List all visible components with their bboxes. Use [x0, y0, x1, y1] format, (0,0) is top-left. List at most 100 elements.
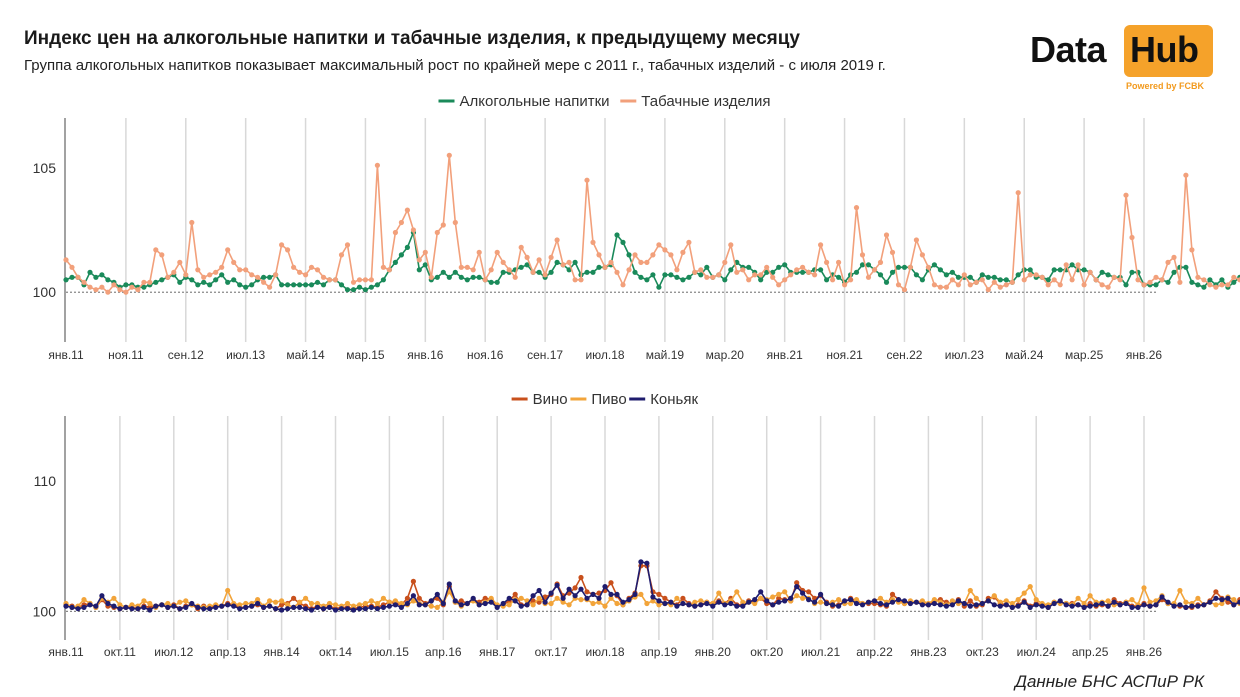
data-point — [626, 597, 632, 603]
data-point — [386, 603, 392, 609]
data-point — [674, 595, 680, 601]
data-point — [997, 603, 1003, 609]
data-point — [1033, 602, 1039, 608]
data-point — [764, 598, 770, 604]
data-point — [201, 606, 207, 612]
data-point — [734, 589, 740, 595]
data-point — [1195, 603, 1201, 609]
data-point — [63, 277, 69, 283]
data-point — [758, 589, 764, 595]
data-point — [165, 604, 171, 611]
data-point — [530, 602, 536, 608]
x-tick-label: окт.14 — [319, 645, 352, 659]
data-point — [848, 277, 854, 283]
x-tick-label: окт.11 — [104, 645, 136, 659]
data-point — [392, 602, 398, 608]
data-point — [548, 590, 554, 596]
data-point — [656, 284, 662, 290]
data-point — [560, 595, 566, 601]
data-point — [991, 274, 997, 280]
data-point — [488, 599, 494, 605]
data-point — [632, 591, 638, 598]
data-point — [1015, 190, 1021, 196]
data-point — [722, 277, 728, 283]
data-point — [303, 272, 309, 278]
data-point — [1213, 284, 1219, 290]
data-point — [913, 599, 920, 605]
data-point — [746, 599, 752, 605]
data-point — [1129, 597, 1135, 603]
data-point — [740, 603, 746, 609]
data-point — [596, 595, 602, 601]
data-point — [889, 249, 896, 255]
data-point — [698, 598, 704, 604]
data-point — [644, 560, 650, 566]
y-tick-label: 110 — [34, 473, 57, 489]
data-point — [1225, 282, 1231, 288]
data-point — [1231, 279, 1237, 285]
data-point — [554, 237, 560, 243]
data-point — [830, 602, 836, 608]
data-point — [177, 599, 183, 605]
data-point — [231, 259, 237, 265]
data-point — [434, 604, 440, 611]
data-point — [925, 602, 932, 608]
series-line — [65, 231, 1240, 291]
data-point — [380, 264, 386, 270]
data-point — [931, 262, 938, 268]
data-point — [350, 603, 357, 609]
data-point — [1213, 602, 1219, 608]
data-point — [578, 597, 584, 603]
data-point — [680, 277, 686, 283]
data-point — [338, 252, 345, 258]
data-point — [698, 272, 704, 278]
data-point — [919, 602, 926, 608]
data-point — [925, 264, 932, 270]
data-point — [117, 287, 123, 293]
data-point — [111, 595, 117, 601]
data-point — [243, 600, 249, 607]
data-point — [853, 597, 860, 603]
data-point — [752, 597, 758, 603]
logo-hub-text: Hub — [1130, 29, 1199, 70]
y-tick-label: 100 — [33, 284, 57, 300]
data-point — [308, 264, 315, 270]
chart-subtitle: Группа алкогольных напитков показывает м… — [24, 57, 886, 74]
data-point — [267, 603, 273, 609]
data-point — [1117, 277, 1123, 283]
data-point — [452, 598, 458, 604]
data-point — [853, 600, 860, 607]
data-point — [1051, 600, 1057, 607]
data-point — [249, 603, 255, 609]
data-point — [650, 252, 656, 258]
data-point — [572, 585, 578, 591]
data-point — [776, 282, 782, 288]
data-point — [482, 277, 488, 283]
data-point — [985, 287, 991, 293]
data-point — [656, 602, 662, 608]
data-point — [344, 287, 351, 293]
data-point — [129, 606, 135, 612]
data-point — [368, 284, 374, 290]
data-point — [320, 274, 327, 280]
data-point — [111, 603, 117, 609]
data-point — [1201, 277, 1207, 283]
data-point — [1153, 282, 1159, 288]
data-point — [452, 219, 458, 226]
data-point — [488, 279, 494, 285]
x-tick-label: янв.16 — [407, 348, 444, 362]
data-point — [308, 600, 315, 607]
data-point — [919, 598, 926, 604]
data-point — [608, 580, 614, 586]
data-point — [1027, 267, 1033, 273]
data-point — [836, 597, 842, 603]
data-point — [332, 607, 339, 613]
data-point — [320, 282, 327, 288]
data-point — [614, 269, 620, 275]
data-point — [1015, 603, 1021, 609]
data-point — [285, 602, 291, 608]
data-point — [440, 222, 446, 228]
legend-label: Алкогольные напитки — [460, 93, 610, 110]
data-point — [1147, 603, 1153, 609]
legend-label: Табачные изделия — [641, 93, 770, 110]
